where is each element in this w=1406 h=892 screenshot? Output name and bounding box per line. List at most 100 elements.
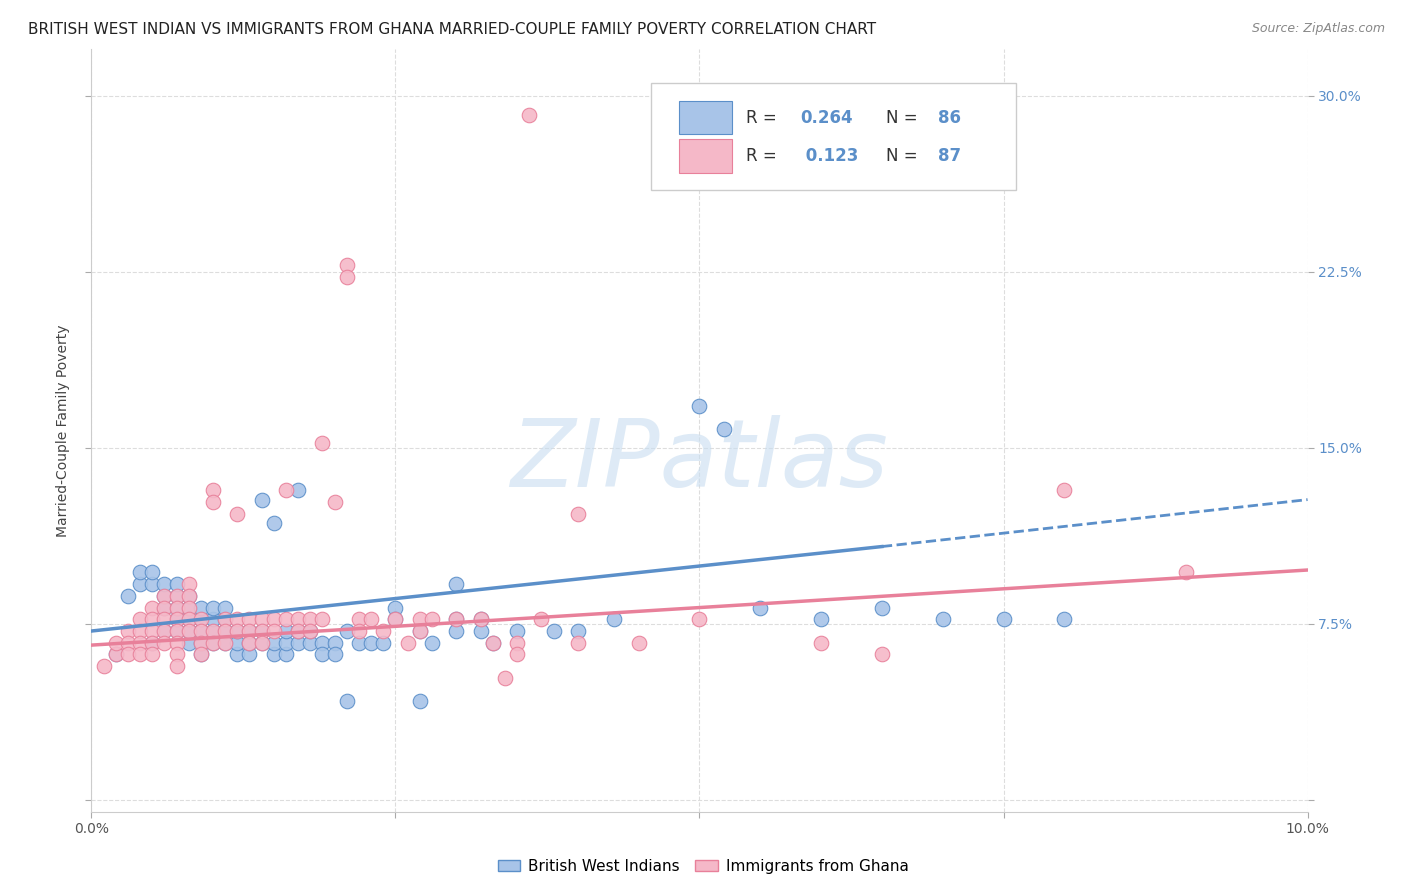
Point xyxy=(141,636,163,650)
Point xyxy=(409,624,432,638)
Point xyxy=(543,624,565,638)
Point xyxy=(299,624,322,638)
Point xyxy=(238,624,260,638)
Point xyxy=(299,612,322,626)
Point xyxy=(993,612,1015,626)
Point xyxy=(360,612,382,626)
Point xyxy=(238,636,260,650)
Point xyxy=(129,624,152,638)
Point xyxy=(177,624,200,638)
Point xyxy=(202,483,225,498)
Point xyxy=(481,636,503,650)
Text: BRITISH WEST INDIAN VS IMMIGRANTS FROM GHANA MARRIED-COUPLE FAMILY POVERTY CORRE: BRITISH WEST INDIAN VS IMMIGRANTS FROM G… xyxy=(28,22,876,37)
Point xyxy=(226,624,249,638)
Point xyxy=(214,624,236,638)
Point xyxy=(444,577,467,591)
Point xyxy=(627,636,650,650)
Point xyxy=(263,648,285,662)
Point xyxy=(409,624,432,638)
Point xyxy=(323,648,346,662)
Point xyxy=(931,612,953,626)
Point xyxy=(250,636,273,650)
Point xyxy=(287,483,309,498)
Point xyxy=(384,612,406,626)
Point xyxy=(420,612,443,626)
Point xyxy=(166,577,188,591)
Point xyxy=(166,589,188,603)
Point xyxy=(129,648,152,662)
Point xyxy=(202,624,225,638)
Point xyxy=(494,671,516,685)
Point xyxy=(444,612,467,626)
FancyBboxPatch shape xyxy=(679,101,733,135)
Point xyxy=(409,694,432,708)
Point xyxy=(190,600,212,615)
Point xyxy=(141,636,163,650)
Point xyxy=(347,636,370,650)
Point xyxy=(226,612,249,626)
Point xyxy=(190,624,212,638)
Point xyxy=(177,577,200,591)
Point xyxy=(226,624,249,638)
Point xyxy=(141,612,163,626)
Point xyxy=(263,516,285,530)
Point xyxy=(226,636,249,650)
Point xyxy=(396,636,419,650)
Point xyxy=(104,648,127,662)
Point xyxy=(311,636,333,650)
Point xyxy=(360,636,382,650)
Point xyxy=(567,636,589,650)
Point xyxy=(129,612,152,626)
Point xyxy=(311,648,333,662)
Point xyxy=(250,612,273,626)
Point xyxy=(238,624,260,638)
Point xyxy=(190,612,212,626)
Point xyxy=(153,589,176,603)
Point xyxy=(287,612,309,626)
Point xyxy=(129,577,152,591)
Point xyxy=(153,600,176,615)
Point xyxy=(444,612,467,626)
Point xyxy=(336,269,359,284)
Point xyxy=(104,636,127,650)
FancyBboxPatch shape xyxy=(651,83,1015,190)
Point xyxy=(153,624,176,638)
Point xyxy=(323,636,346,650)
Point xyxy=(153,624,176,638)
Point xyxy=(323,495,346,509)
Point xyxy=(177,636,200,650)
Point xyxy=(373,636,395,650)
Point xyxy=(810,612,832,626)
Point xyxy=(713,422,735,436)
Point xyxy=(250,624,273,638)
Point xyxy=(117,624,139,638)
Y-axis label: Married-Couple Family Poverty: Married-Couple Family Poverty xyxy=(56,324,70,537)
Point xyxy=(202,636,225,650)
Point xyxy=(141,566,163,580)
Point xyxy=(420,636,443,650)
Point xyxy=(1053,483,1076,498)
Point xyxy=(749,600,772,615)
Point xyxy=(517,108,540,122)
Point xyxy=(238,612,260,626)
Point xyxy=(177,612,200,626)
Point xyxy=(530,612,553,626)
Point xyxy=(190,636,212,650)
Point xyxy=(93,659,115,673)
Point xyxy=(166,659,188,673)
Point xyxy=(263,624,285,638)
Point xyxy=(202,495,225,509)
Point xyxy=(870,648,893,662)
Point xyxy=(287,624,309,638)
Point xyxy=(190,624,212,638)
Point xyxy=(166,612,188,626)
Point xyxy=(567,624,589,638)
Point xyxy=(336,258,359,272)
Point xyxy=(177,589,200,603)
Point xyxy=(177,600,200,615)
Point xyxy=(214,600,236,615)
Point xyxy=(166,648,188,662)
Point xyxy=(263,636,285,650)
Point xyxy=(129,636,152,650)
Point xyxy=(870,600,893,615)
